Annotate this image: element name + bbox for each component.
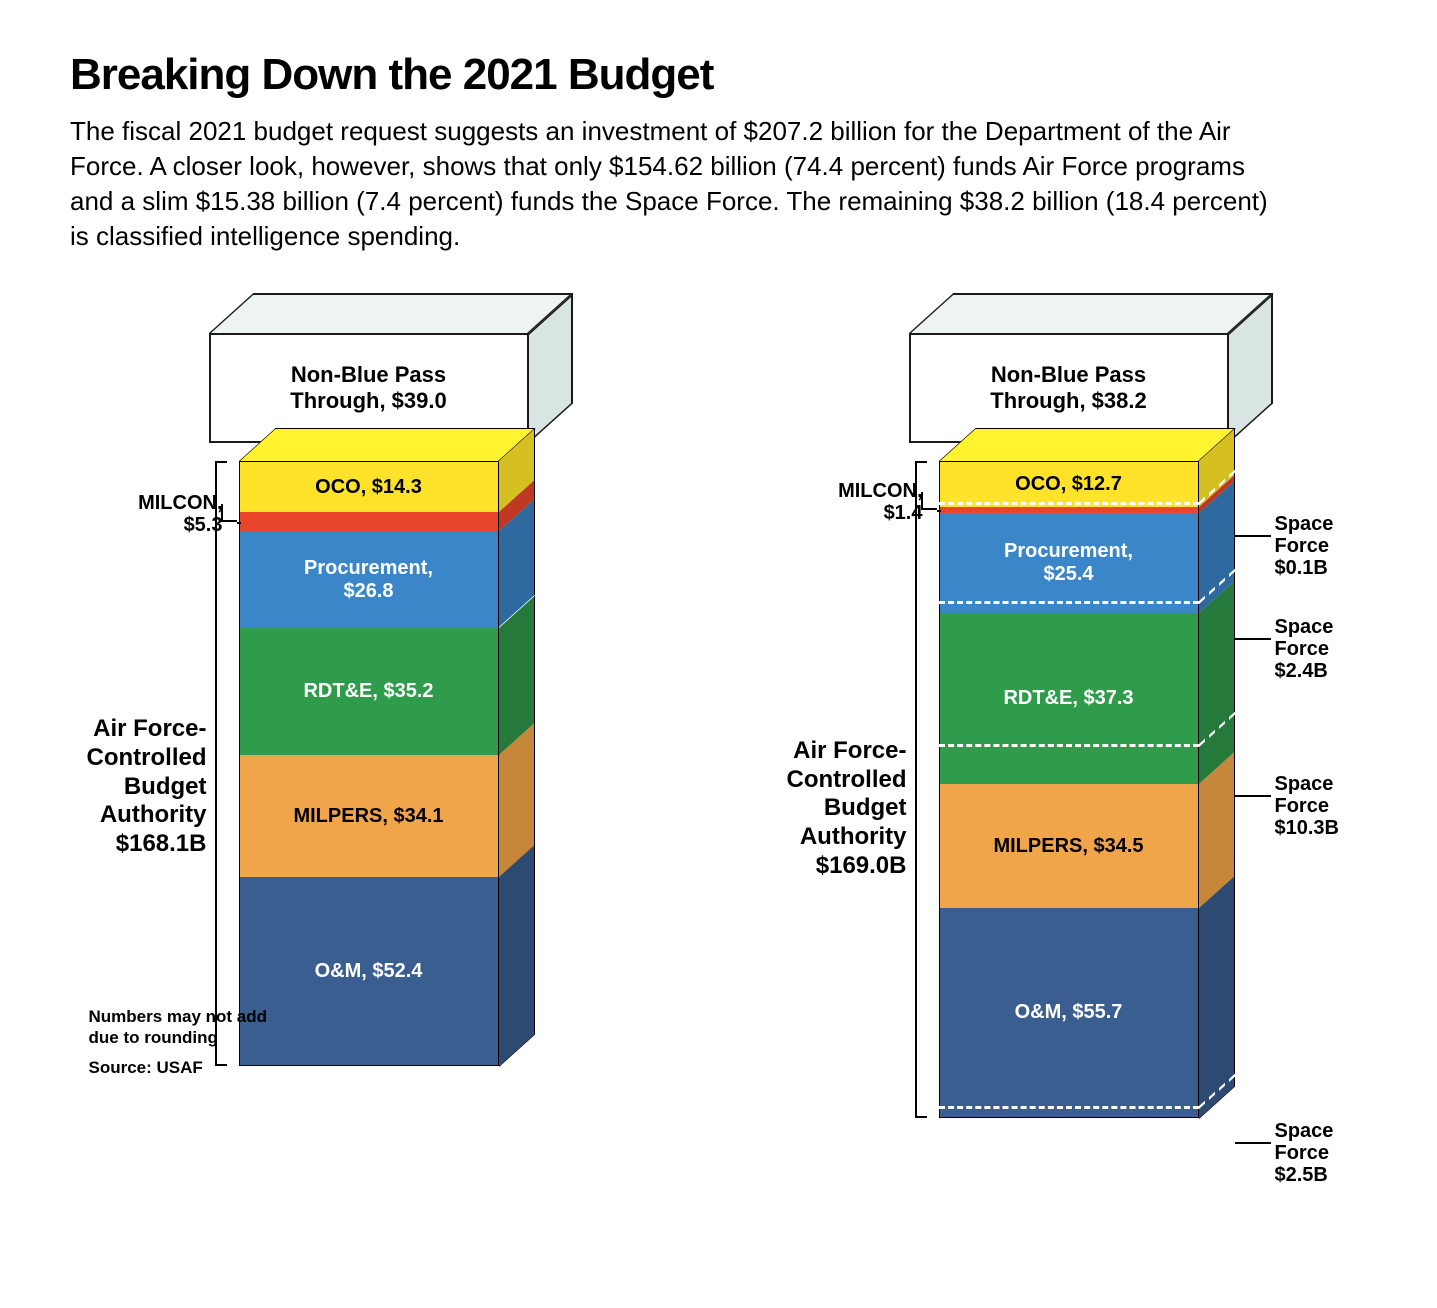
segment-label: RDT&E, $37.3 xyxy=(939,613,1199,784)
segment-milcon xyxy=(239,512,499,531)
authority-label: Air Force- Controlled Budget Authority $… xyxy=(37,715,207,859)
authority-bracket xyxy=(915,461,925,1118)
segment-procurement: Procurement, $26.8 xyxy=(239,531,499,627)
segment-oco: OCO, $12.7 xyxy=(939,461,1199,507)
segment-procurement: Procurement, $25.4 xyxy=(939,513,1199,613)
space-force-leader xyxy=(1235,638,1271,640)
chart-column-fy21: FY21 Requested $207.2BNon-Blue Pass Thro… xyxy=(789,304,1349,1117)
segment-label: MILPERS, $34.5 xyxy=(939,784,1199,908)
segment-label: O&M, $55.7 xyxy=(939,908,1199,1118)
segment-label: Procurement, $26.8 xyxy=(239,531,499,627)
segment-milpers: MILPERS, $34.5 xyxy=(939,784,1199,908)
stack: Non-Blue Pass Through, $38.2OCO, $12.7Pr… xyxy=(939,421,1199,1118)
pass-through-box: Non-Blue Pass Through, $38.2 xyxy=(909,333,1229,443)
space-force-label: Space Force $2.4B xyxy=(1275,616,1334,682)
space-force-leader xyxy=(1235,535,1271,537)
segment-om: O&M, $52.4 xyxy=(239,877,499,1066)
source: Source: USAF xyxy=(89,1058,203,1078)
segment-label: Procurement, $25.4 xyxy=(939,513,1199,613)
segment-label xyxy=(239,512,499,531)
chart-column-fy20: FY20 Enacted $207.2BNon-Blue Pass Throug… xyxy=(89,304,649,1117)
space-force-leader xyxy=(1235,1142,1271,1144)
segment-rdte: RDT&E, $37.3 xyxy=(939,613,1199,784)
authority-bracket xyxy=(215,461,225,1066)
segment-oco: OCO, $14.3 xyxy=(239,461,499,512)
charts-row: FY20 Enacted $207.2BNon-Blue Pass Throug… xyxy=(70,294,1367,1117)
pass-through-label: Non-Blue Pass Through, $38.2 xyxy=(909,333,1229,443)
space-force-label: Space Force $0.1B xyxy=(1275,513,1334,579)
pass-through-label: Non-Blue Pass Through, $39.0 xyxy=(209,333,529,443)
segment-om: O&M, $55.7 xyxy=(939,908,1199,1118)
segment-milpers: MILPERS, $34.1 xyxy=(239,755,499,878)
page-subtitle: The fiscal 2021 budget request suggests … xyxy=(70,114,1290,254)
page-title: Breaking Down the 2021 Budget xyxy=(70,50,1367,100)
milcon-callout: MILCON, $5.3 xyxy=(113,492,223,536)
space-force-label: Space Force $2.5B xyxy=(1275,1120,1334,1186)
milcon-callout: MILCON, $1.4 xyxy=(813,480,923,524)
space-force-leader xyxy=(1235,795,1271,797)
segment-label: OCO, $14.3 xyxy=(239,461,499,512)
segment-label: O&M, $52.4 xyxy=(239,877,499,1066)
pass-through-box: Non-Blue Pass Through, $39.0 xyxy=(209,333,529,443)
segment-label: OCO, $12.7 xyxy=(939,461,1199,507)
segment-label: RDT&E, $35.2 xyxy=(239,628,499,755)
segment-rdte: RDT&E, $35.2 xyxy=(239,628,499,755)
footnote: Numbers may not add due to rounding xyxy=(89,1006,268,1049)
space-force-label: Space Force $10.3B xyxy=(1275,773,1340,839)
stack: Non-Blue Pass Through, $39.0OCO, $14.3Pr… xyxy=(239,421,499,1066)
authority-label: Air Force- Controlled Budget Authority $… xyxy=(737,737,907,881)
segment-label: MILPERS, $34.1 xyxy=(239,755,499,878)
